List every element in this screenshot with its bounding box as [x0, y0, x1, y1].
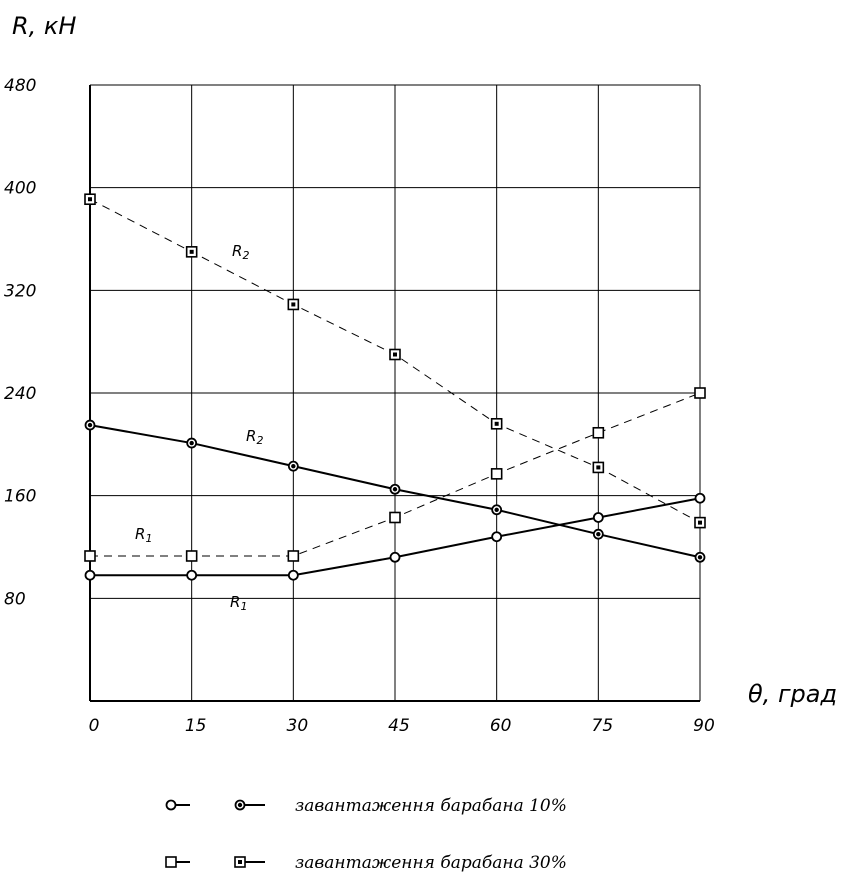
x-tick-label: 60 — [490, 716, 512, 736]
y-axis-title: R, кН — [12, 12, 76, 40]
grid — [89, 84, 701, 702]
data-point-0 — [389, 551, 401, 563]
data-point-2 — [694, 387, 706, 399]
data-point-0 — [592, 512, 604, 523]
series-label-0: R1 — [230, 593, 247, 613]
x-tick-label: 0 — [89, 716, 100, 736]
data-point-2 — [490, 468, 503, 480]
data-point-3-fill — [596, 465, 601, 470]
data-point-2 — [592, 426, 605, 439]
data-point-3-fill — [189, 249, 194, 254]
series-label-subscript: 2 — [256, 434, 263, 447]
data-point-3-fill — [291, 302, 296, 307]
series-label-subscript: 1 — [145, 532, 152, 545]
x-tick-label: 30 — [287, 716, 309, 736]
series-label-2: R1 — [135, 525, 152, 545]
data-point-1-fill — [392, 487, 398, 492]
legend-marker-fill — [237, 802, 243, 808]
legend-marker — [165, 856, 177, 868]
series-labels: R1 R2 R1 R2 — [135, 242, 263, 613]
y-tick-label: 480 — [4, 76, 36, 96]
data-point-0 — [694, 492, 706, 504]
data-point-1-fill — [87, 422, 93, 428]
legend-marker — [165, 799, 177, 811]
x-tick-label: 45 — [388, 716, 410, 736]
legend: завантаження барабана 10% завантаження б… — [165, 796, 567, 873]
data-point-3-fill — [698, 520, 702, 525]
x-tick-label: 15 — [185, 716, 207, 736]
data-point-1-fill — [291, 463, 296, 469]
series-label-1: R2 — [246, 427, 263, 447]
data-point-3-fill — [494, 421, 499, 426]
data-point-0 — [186, 569, 198, 581]
data-point-1-fill — [596, 531, 601, 537]
data-point-2 — [84, 550, 96, 562]
data-point-0 — [491, 531, 503, 543]
series-label-subscript: 1 — [240, 600, 247, 613]
x-tick-label: 90 — [693, 716, 715, 736]
y-tick-label: 400 — [4, 179, 36, 199]
data-point-2 — [185, 550, 198, 562]
x-tick-label: 75 — [592, 716, 614, 736]
series-label-subscript: 2 — [242, 249, 249, 262]
data-point-0 — [287, 569, 299, 581]
legend-symbols-30 — [165, 856, 265, 868]
legend-entry-30: завантаження барабана 30% — [295, 853, 567, 873]
legend-entry-10: завантаження барабана 10% — [295, 796, 567, 816]
legend-symbols-10 — [165, 799, 265, 811]
legend-marker-fill — [238, 860, 242, 864]
data-point-2 — [287, 550, 300, 562]
tick-labels: 0 15 30 45 60 75 90 80 160 240 320 400 480 — [4, 76, 715, 736]
data-point-1-fill — [494, 507, 499, 512]
y-tick-label: 160 — [4, 487, 36, 507]
series-markers — [84, 193, 706, 581]
data-point-1-fill — [189, 440, 194, 446]
data-point-2 — [389, 511, 401, 524]
data-point-3-fill — [393, 352, 397, 357]
x-axis-title: θ, град — [748, 680, 837, 708]
data-point-3-fill — [88, 197, 92, 202]
series-label-3: R2 — [232, 242, 249, 262]
data-point-1-fill — [697, 555, 703, 560]
y-tick-label: 80 — [4, 589, 26, 609]
y-tick-label: 320 — [4, 281, 36, 301]
data-point-0 — [84, 569, 96, 581]
y-tick-label: 240 — [4, 384, 36, 404]
